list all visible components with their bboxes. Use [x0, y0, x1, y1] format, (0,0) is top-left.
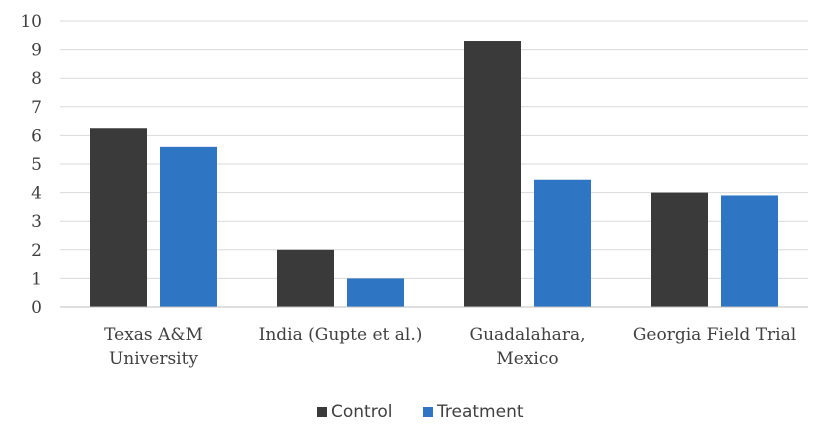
y-tick-label: 4 — [31, 184, 42, 204]
category-label: Guadalahara, — [469, 325, 585, 345]
category-label: University — [109, 349, 198, 369]
bar-control-3 — [651, 192, 708, 307]
category-labels: Texas A&M University India (Gupte et al.) G… — [104, 325, 796, 369]
y-tick-label: 5 — [31, 155, 42, 175]
bar-treatment-0 — [160, 146, 217, 307]
category-label: Georgia Field Trial — [633, 325, 796, 345]
bars — [90, 41, 778, 308]
category-label: Mexico — [496, 349, 558, 369]
y-tick-label: 9 — [31, 41, 42, 61]
category-label: India (Gupte et al.) — [259, 325, 423, 345]
y-axis-tick-labels: 0 1 2 3 4 5 6 7 8 9 10 — [20, 12, 42, 318]
y-tick-label: 10 — [20, 12, 42, 32]
bar-treatment-3 — [721, 195, 778, 307]
y-tick-label: 7 — [31, 98, 42, 118]
legend: Control Treatment — [317, 402, 524, 422]
bar-treatment-2 — [534, 179, 591, 307]
bar-control-0 — [90, 128, 147, 307]
y-tick-label: 2 — [31, 241, 42, 261]
y-tick-label: 0 — [31, 298, 42, 318]
legend-swatch-treatment — [423, 407, 433, 417]
y-tick-label: 3 — [31, 212, 42, 232]
bar-control-2 — [464, 41, 521, 308]
bar-treatment-1 — [347, 278, 404, 307]
legend-swatch-control — [317, 407, 327, 417]
y-tick-label: 1 — [31, 269, 42, 289]
y-tick-label: 8 — [31, 69, 42, 89]
bar-control-1 — [277, 249, 334, 307]
y-tick-label: 6 — [31, 126, 42, 146]
legend-label-treatment: Treatment — [436, 402, 524, 422]
legend-label-control: Control — [331, 402, 392, 422]
category-label: Texas A&M — [104, 325, 203, 345]
